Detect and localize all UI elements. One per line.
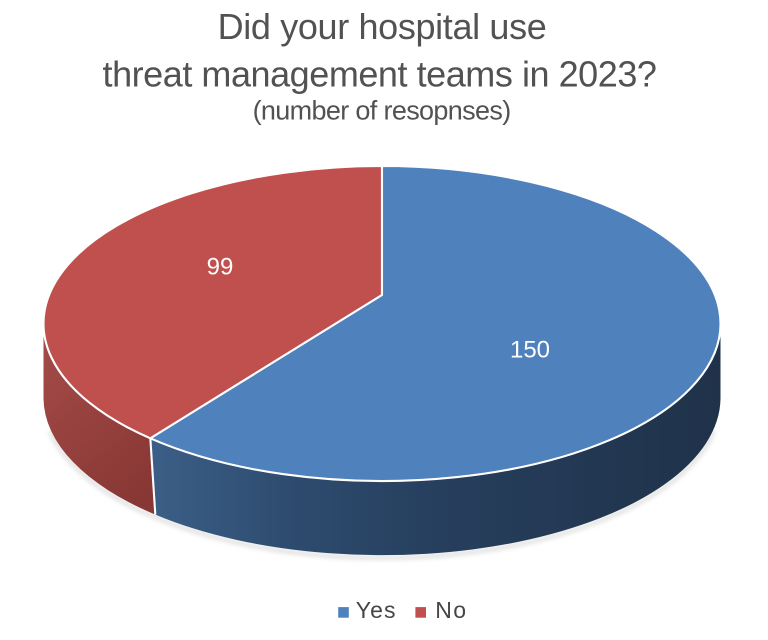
svg-text:threat management teams in 202: threat management teams in 2023? xyxy=(103,53,657,94)
svg-text:150: 150 xyxy=(510,337,550,364)
svg-text:(number of resopnses): (number of resopnses) xyxy=(253,96,511,126)
svg-text:No: No xyxy=(435,597,467,623)
svg-text:99: 99 xyxy=(207,254,234,281)
svg-text:Did your hospital use: Did your hospital use xyxy=(218,6,547,47)
svg-text:Yes: Yes xyxy=(356,597,397,623)
